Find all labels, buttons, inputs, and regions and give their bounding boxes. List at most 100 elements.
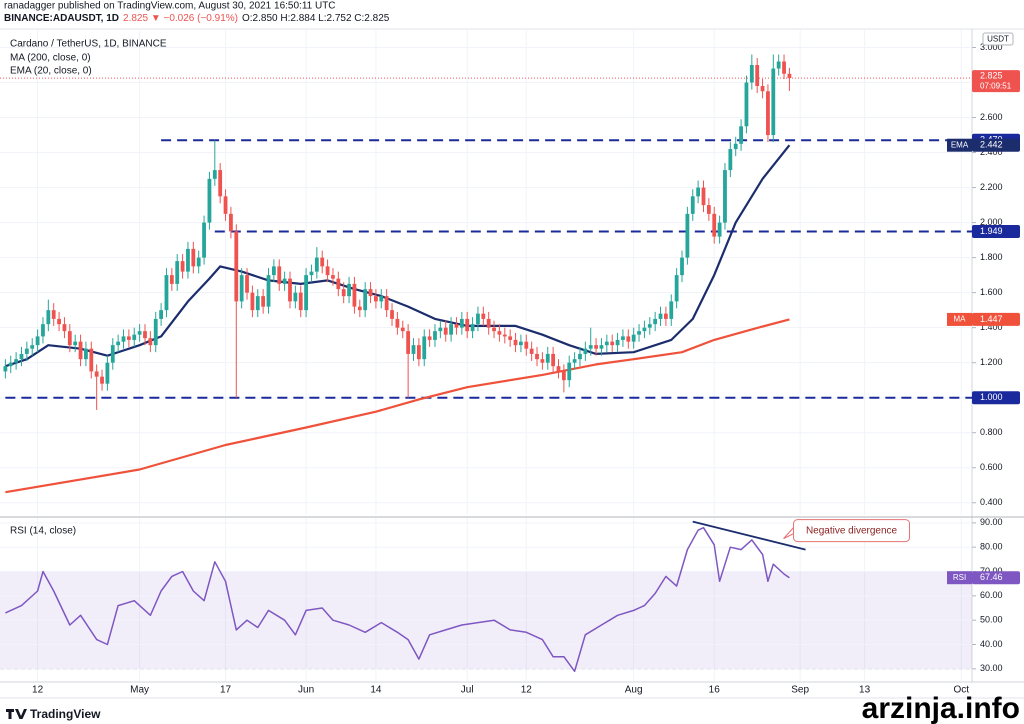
y-tick-label: 40.00 [980, 639, 1003, 649]
candle-body [78, 341, 83, 360]
y-tick-label: 2.600 [980, 112, 1003, 122]
y-tick-label: 0.800 [980, 427, 1003, 437]
y-tick-label: 1.200 [980, 357, 1003, 367]
x-tick-label: 17 [220, 685, 232, 696]
candle-body [116, 341, 121, 346]
line-tag: RSI [953, 573, 966, 582]
y-tick-label: 2.000 [980, 217, 1003, 227]
candle-body [105, 362, 110, 384]
x-tick-label: 14 [370, 685, 382, 696]
candle-body [331, 275, 335, 279]
candle-body [277, 266, 282, 284]
candle-body [89, 348, 94, 372]
candle-body [427, 336, 432, 340]
candle-body [288, 278, 292, 302]
candle-body [599, 345, 604, 349]
candle-body [196, 257, 201, 267]
candle-body [459, 318, 464, 328]
candle-body [690, 196, 695, 214]
x-tick-label: 16 [709, 685, 721, 696]
y-tick-label: 0.600 [980, 462, 1003, 472]
symbol: BINANCE:ADAUSDT, 1D [4, 13, 119, 24]
x-tick-label: Sep [791, 685, 809, 696]
candle-body [341, 289, 346, 297]
divergence-line [692, 520, 806, 551]
currency: USDT [987, 35, 1009, 44]
candle-body [416, 345, 421, 360]
candle-body [749, 65, 754, 83]
candle-body [492, 327, 496, 332]
countdown: 07:09:51 [980, 81, 1012, 90]
y-tick-label: 2.400 [980, 147, 1003, 157]
candle-body [701, 187, 706, 206]
pane-title: RSI (14, close) [10, 526, 76, 537]
candle-body [325, 266, 330, 276]
candle-body [148, 338, 153, 346]
x-tick-label: Jun [298, 685, 314, 696]
candle-body [374, 296, 378, 302]
line-tag-box [947, 312, 972, 326]
ohlc: O:2.850 H:2.884 L:2.752 C:2.825 [242, 13, 390, 24]
x-tick-label: May [130, 685, 149, 696]
rsi-value-label: 67.46 [980, 572, 1003, 582]
candle-body [62, 324, 67, 332]
candle-body [454, 324, 459, 328]
y-tick-label: 80.00 [980, 542, 1003, 552]
rsi-line [5, 526, 790, 673]
candle-body [379, 296, 384, 302]
candle-body [508, 336, 513, 340]
indicator-line [5, 318, 790, 494]
level-label-box [972, 225, 1020, 239]
candle-body [352, 283, 357, 307]
candle-body [41, 324, 45, 337]
level-label: 1.949 [980, 226, 1003, 236]
candle-body [728, 149, 733, 171]
line-value-label: 1.447 [980, 314, 1003, 324]
candle-body [73, 341, 78, 346]
candle-body [438, 327, 443, 332]
candle-body [357, 306, 362, 311]
y-tick-label: 0.400 [980, 497, 1003, 507]
candle-body [255, 296, 260, 311]
candle-body [406, 331, 411, 354]
line-tag: MA [954, 315, 967, 324]
candle-body [755, 65, 760, 87]
candle-body [164, 275, 169, 311]
y-tick-label: 50.00 [980, 615, 1003, 625]
y-tick-label: 1.400 [980, 322, 1003, 332]
candle-body [24, 348, 29, 354]
level-label-box [972, 391, 1020, 405]
x-tick-label: Oct [953, 685, 969, 696]
candle-body [14, 359, 19, 363]
candle-body [621, 336, 625, 340]
candle-body [787, 73, 792, 79]
candle-body [100, 376, 104, 384]
candle-body [561, 371, 566, 381]
candle-body [320, 257, 325, 267]
logo-text: TradingView [30, 707, 101, 721]
candle-body [266, 275, 271, 307]
candle-body [35, 336, 40, 346]
candle-body [218, 170, 223, 197]
candle-body [535, 353, 539, 360]
candle-body [567, 362, 572, 381]
y-tick-label: 2.200 [980, 182, 1003, 192]
line-value-label: 2.442 [980, 140, 1003, 150]
candle-body [153, 318, 158, 346]
candle-body [347, 283, 351, 297]
x-tick-label: 12 [32, 685, 44, 696]
annotation-box [793, 519, 911, 543]
currency-box [982, 32, 1014, 46]
candle-body [782, 61, 786, 74]
candle-body [760, 86, 765, 92]
candle-body [470, 324, 475, 332]
candle-body [84, 348, 88, 360]
candle-body [712, 213, 717, 237]
candle-body [132, 334, 137, 340]
logo: TradingView [6, 707, 101, 721]
y-tick-label: 70.00 [980, 566, 1003, 576]
candle-body [502, 334, 507, 337]
candle-body [723, 170, 727, 223]
candle-body [476, 313, 480, 325]
candle-body [234, 231, 239, 302]
